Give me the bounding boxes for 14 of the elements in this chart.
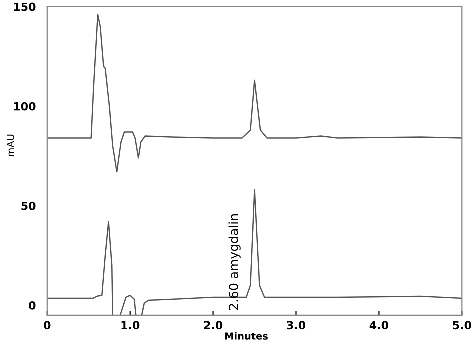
x-tick-label: 4.0 bbox=[370, 321, 389, 330]
y-tick-label: 50 bbox=[22, 202, 36, 210]
x-tick-label: 3.0 bbox=[287, 321, 306, 330]
line-series bbox=[47, 14, 462, 173]
x-axis-title: Minutes bbox=[225, 332, 268, 340]
annotation: 2.60 amygdalin bbox=[228, 214, 241, 310]
y-tick-label: 100 bbox=[14, 102, 36, 111]
y-tick-label: 150 bbox=[14, 2, 36, 12]
x-tick-label: 0 bbox=[44, 321, 51, 330]
x-tick-label: 5.0 bbox=[453, 321, 472, 330]
x-tick-label: 1.0 bbox=[122, 321, 140, 330]
y-axis-title: mAU bbox=[7, 134, 14, 156]
y-tick-label: 0 bbox=[29, 301, 36, 310]
x-tick-label: 2.0 bbox=[204, 321, 223, 330]
